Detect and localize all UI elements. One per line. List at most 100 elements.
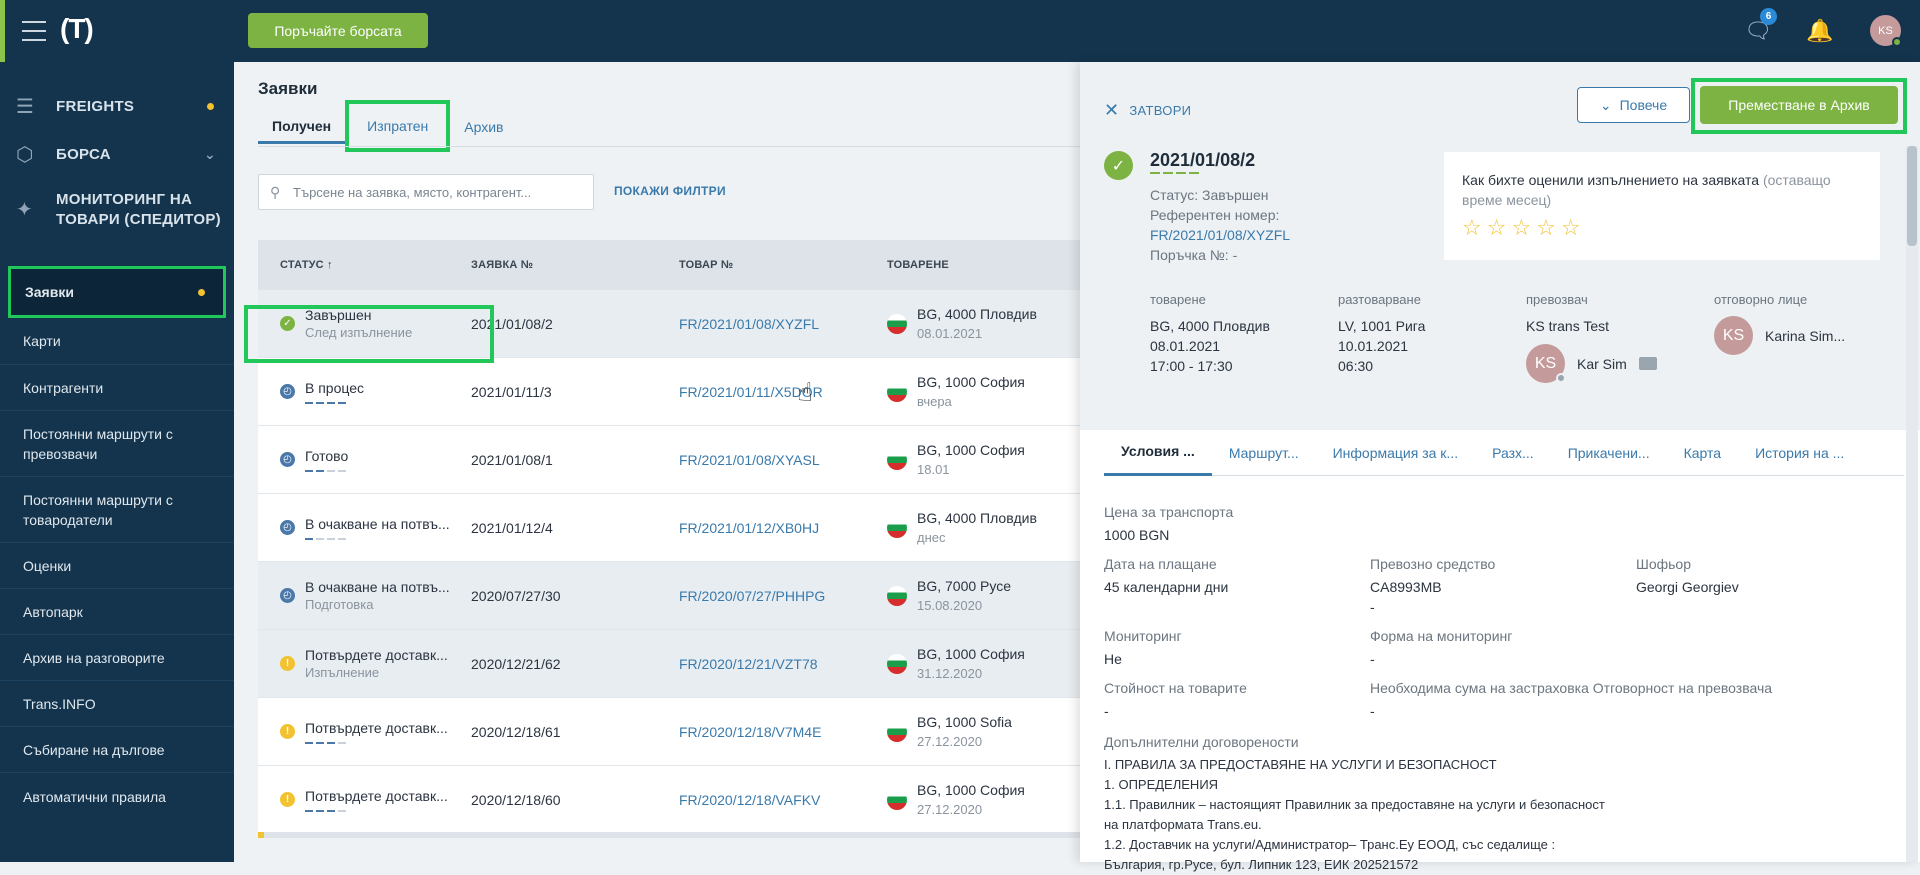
field-value: Не xyxy=(1104,651,1122,667)
status-label: Завършен xyxy=(305,306,372,323)
sidebar-market[interactable]: ⬡ БОРСА ⌄ xyxy=(0,130,234,178)
cargo-link[interactable]: FR/2021/01/08/XYASL xyxy=(679,451,820,468)
table-row[interactable]: ◴ В очакване на потвъ... 2021/01/12/4 FR… xyxy=(258,494,1080,562)
progress-dashes xyxy=(305,810,448,812)
sidebar-item-debt-collection[interactable]: Събиране на дългове xyxy=(0,726,234,772)
column-header-loading[interactable]: ТОВАРЕНЕ xyxy=(887,259,949,271)
status-cell: ! Потвърдете доставк... xyxy=(258,787,466,812)
sidebar-item-label: Архив на разговорите xyxy=(23,649,165,666)
cargo-link[interactable]: FR/2021/01/12/XB0HJ xyxy=(679,519,820,536)
field-label: Необходима сума на застраховка Отговорно… xyxy=(1370,680,1773,696)
carrier-label: превозвач xyxy=(1526,292,1588,307)
logo[interactable]: (T) xyxy=(60,13,94,44)
table-row[interactable]: ! Потвърдете доставк... Изпълнение 2020/1… xyxy=(258,630,1080,698)
carrier-contact: KS Kar Sim xyxy=(1526,344,1714,383)
tab-route[interactable]: Маршрут... xyxy=(1228,444,1299,461)
cargo-link[interactable]: FR/2020/12/18/VAFKV xyxy=(679,791,821,808)
additional-terms: Допълнителни договорености I. ПРАВИЛА ЗА… xyxy=(1104,732,1884,875)
table-row[interactable]: ◴ В процес 2021/01/11/3 FR/2021/01/11/X5… xyxy=(258,358,1080,426)
loading-text: BG, 7000 Русе 15.08.2020 xyxy=(917,577,1011,615)
sidebar-item-fleet[interactable]: Автопарк xyxy=(0,588,234,634)
tab-history[interactable]: История на ... xyxy=(1755,444,1845,461)
column-header-order[interactable]: ЗАЯВКА № xyxy=(471,259,534,271)
horizontal-scrollbar[interactable] xyxy=(258,832,1080,838)
tab-map[interactable]: Карта xyxy=(1683,444,1722,461)
loading-text: BG, 1000 София 18.01 xyxy=(917,441,1025,479)
search-input[interactable]: ⚲ Търсене на заявка, място, контрагент..… xyxy=(258,174,594,210)
status-label: Потвърдете доставк... xyxy=(305,788,448,804)
menu-icon[interactable] xyxy=(22,21,46,41)
tab-archive[interactable]: Архив xyxy=(464,119,504,135)
chevron-down-icon: ⌄ xyxy=(1599,96,1612,113)
sidebar-monitoring[interactable]: ✦ МОНИТОРИНГ НА ТОВАРИ (СПЕДИТОР) xyxy=(0,178,234,242)
column-header-status[interactable]: СТАТУС ↑ xyxy=(280,259,333,271)
order-number: 2021/01/11/3 xyxy=(471,383,552,400)
user-avatar[interactable]: KS xyxy=(1870,15,1902,47)
tab-info[interactable]: Информация за к... xyxy=(1332,444,1459,461)
loading-place: BG, 7000 Русе xyxy=(917,577,1012,594)
tab-costs[interactable]: Разх... xyxy=(1492,444,1534,461)
tab-conditions[interactable]: Условия ... xyxy=(1104,430,1212,476)
warning-icon: ! xyxy=(280,724,295,739)
star-rating[interactable]: ☆☆☆☆☆ xyxy=(1462,215,1586,240)
more-button[interactable]: ⌄ Повече xyxy=(1577,87,1690,123)
loading-date: 18.01 xyxy=(917,461,950,477)
freights-icon: ☰ xyxy=(16,96,35,118)
table-row[interactable]: ◴ Готово 2021/01/08/1 FR/2021/01/08/XYAS… xyxy=(258,426,1080,494)
top-bar: (T) Поръчайте борсата 🗨 6 🔔 KS xyxy=(0,0,1920,62)
avatar[interactable]: KS xyxy=(1526,344,1566,383)
show-filters-link[interactable]: ПОКАЖИ ФИЛТРИ xyxy=(614,184,726,198)
status-label: Потвърдете доставк... xyxy=(305,646,448,663)
cargo-link[interactable]: FR/2020/07/27/PHHPG xyxy=(679,587,826,604)
loading-date: 27.12.2020 xyxy=(917,733,983,749)
table-row[interactable]: ! Потвърдете доставк... 2020/12/18/61 FR… xyxy=(258,698,1080,766)
status-cell: ✓ Завършен След изпълнение xyxy=(244,304,494,363)
avatar[interactable]: KS xyxy=(1714,316,1753,355)
tab-sent[interactable]: Изпратен xyxy=(345,100,451,152)
sidebar-item-maps[interactable]: Карти xyxy=(0,318,234,364)
responsible-contact: KS Karina Sim... xyxy=(1714,316,1902,355)
bg-flag-icon xyxy=(887,789,907,810)
field-label: Цена за транспорта xyxy=(1104,504,1234,520)
loading-date: 15.08.2020 xyxy=(917,597,983,613)
field-value: - xyxy=(1104,703,1109,719)
sidebar-item-carrier-routes[interactable]: Постоянни маршрути с превозвачи xyxy=(0,410,234,476)
column-header-cargo[interactable]: ТОВАР № xyxy=(679,259,734,271)
sidebar-item-orders[interactable]: Заявки xyxy=(8,266,226,318)
tab-attachments[interactable]: Прикачени... xyxy=(1567,444,1650,461)
cargo-link[interactable]: FR/2020/12/18/V7M4E xyxy=(679,723,822,740)
sidebar-item-auto-rules[interactable]: Автоматични правила xyxy=(0,772,234,820)
page-title: Заявки xyxy=(258,79,318,98)
cargo-link[interactable]: FR/2020/12/21/VZT78 xyxy=(679,655,818,672)
tabs-divider xyxy=(258,146,1080,147)
sidebar-item-chat-archive[interactable]: Архив на разговорите xyxy=(0,634,234,680)
table-row[interactable]: ◴ В очакване на потвъ... Подготовка 2020/… xyxy=(258,562,1080,630)
cargo-link[interactable]: FR/2021/01/11/X5DOR xyxy=(679,383,823,400)
progress-dashes xyxy=(305,538,450,540)
status-cell: ! Потвърдете доставк... xyxy=(258,719,466,744)
sidebar-item-ratings[interactable]: Оценки xyxy=(0,542,234,588)
cargo-link[interactable]: FR/2021/01/08/XYZFL xyxy=(679,315,820,332)
sidebar-item-transinfo[interactable]: Trans.INFO xyxy=(0,680,234,726)
sidebar-item-contractors[interactable]: Контрагенти xyxy=(0,364,234,410)
loading-date: 31.12.2020 xyxy=(917,665,983,681)
order-market-button[interactable]: Поръчайте борсата xyxy=(248,13,428,48)
sidebar-item-shipper-routes[interactable]: Постоянни маршрути с товародатели xyxy=(0,476,234,542)
chat-icon[interactable] xyxy=(1638,357,1657,370)
tab-received[interactable]: Получен xyxy=(258,110,346,144)
table-row[interactable]: ! Потвърдете доставк... 2020/12/18/60 FR… xyxy=(258,766,1080,834)
close-button[interactable]: ✕ ЗАТВОРИ xyxy=(1104,100,1191,121)
bell-icon[interactable]: 🔔 xyxy=(1806,18,1834,43)
loading-cell: BG, 1000 София вчера xyxy=(882,373,1080,411)
table-row[interactable]: ✓ Завършен След изпълнение 2021/01/08/2 F… xyxy=(244,290,1080,363)
sidebar-item-label: Заявки xyxy=(25,284,74,300)
move-to-archive-button[interactable]: Преместване в Архив xyxy=(1700,86,1898,124)
status-sub: Изпълнение xyxy=(305,664,380,680)
progress-dashes xyxy=(305,742,448,744)
ref-link[interactable]: FR/2021/01/08/XYZFL xyxy=(1150,227,1291,243)
sidebar-freights[interactable]: ☰ FREIGHTS xyxy=(0,82,234,130)
sidebar-main-label: МОНИТОРИНГ НА ТОВАРИ (СПЕДИТОР) xyxy=(56,191,221,228)
ref-label: Референтен номер: xyxy=(1150,207,1280,223)
vertical-scrollbar[interactable] xyxy=(1906,146,1918,862)
clock-icon: ◴ xyxy=(280,520,295,535)
